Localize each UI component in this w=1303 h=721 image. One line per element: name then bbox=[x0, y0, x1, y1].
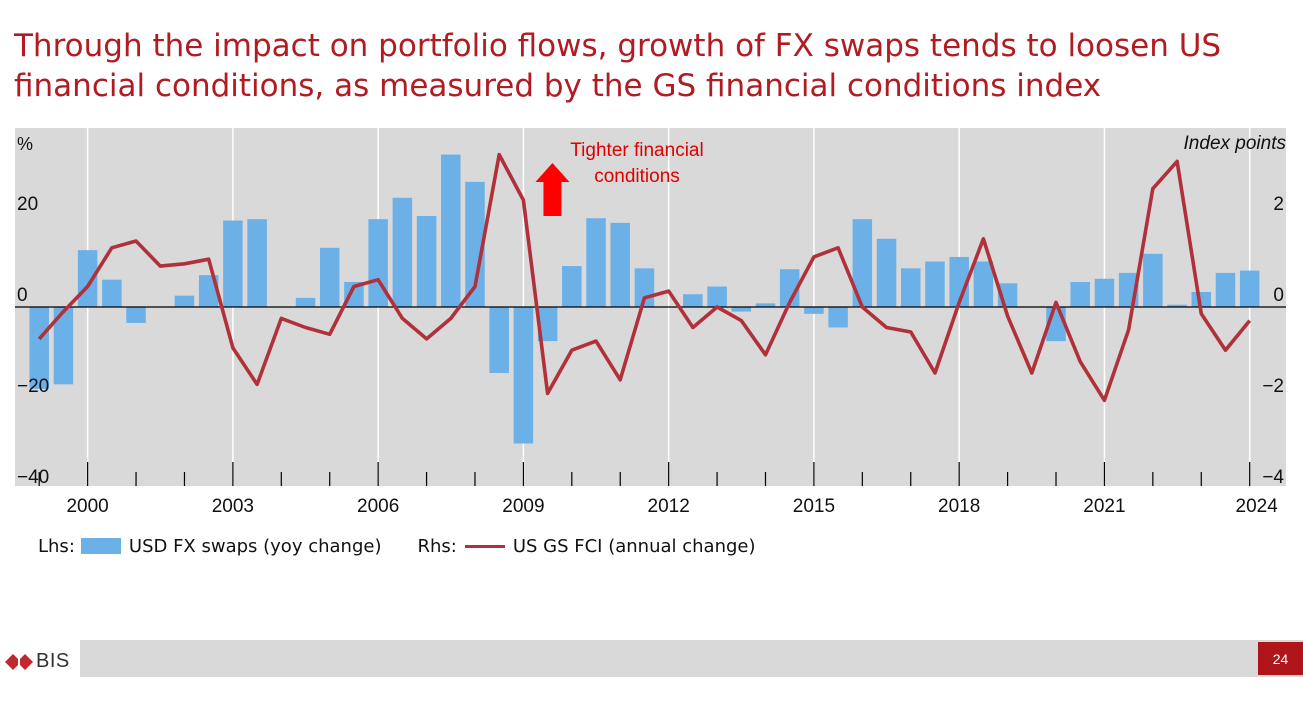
fx-swap-bar bbox=[392, 197, 413, 307]
fx-swap-bar bbox=[319, 247, 340, 307]
right-axis-labels: 2 0 −2 −4 bbox=[1262, 194, 1284, 488]
fx-swap-bar bbox=[586, 218, 606, 307]
fx-swap-bar bbox=[973, 261, 994, 307]
annotation-line-2: conditions bbox=[594, 166, 680, 187]
fx-swap-bar bbox=[1191, 291, 1212, 307]
fx-swap-bar bbox=[562, 266, 582, 307]
right-tick-label: −2 bbox=[1262, 376, 1284, 397]
fx-swap-bar bbox=[29, 307, 49, 389]
left-tick-label: 20 bbox=[17, 194, 38, 215]
legend-bar-swatch bbox=[80, 538, 121, 554]
x-tick-label: 2003 bbox=[212, 496, 254, 517]
fx-swap-bar bbox=[610, 222, 630, 307]
footer-bar bbox=[80, 640, 1303, 677]
up-arrow-icon bbox=[535, 163, 570, 216]
page-number: 24 bbox=[1258, 642, 1303, 675]
fx-swap-bar bbox=[489, 307, 509, 373]
left-tick-label: −20 bbox=[17, 376, 49, 397]
x-tick-label: 2021 bbox=[1083, 496, 1125, 517]
fx-swap-bar bbox=[465, 181, 485, 307]
chart-legend: Lhs: USD FX swaps (yoy change) Rhs: US G… bbox=[38, 534, 756, 558]
fx-swap-bar bbox=[247, 219, 267, 307]
fx-swap-bar bbox=[223, 220, 243, 307]
fx-swap-bar bbox=[1094, 278, 1115, 307]
x-tick-label: 2006 bbox=[357, 496, 399, 517]
fx-swap-bar bbox=[1143, 253, 1163, 307]
bis-logo: BIS bbox=[4, 650, 70, 673]
x-axis-labels: 2000 2003 2006 2009 2012 2015 2018 2021 2024 bbox=[66, 496, 1278, 517]
fx-swap-bar bbox=[441, 154, 461, 307]
legend-lhs-prefix: Lhs: bbox=[38, 535, 75, 557]
fx-swap-bar bbox=[804, 307, 824, 314]
title-line-2: financial conditions, as measured by the… bbox=[14, 68, 1102, 104]
fx-swap-bar bbox=[295, 297, 316, 307]
legend-line-swatch bbox=[464, 544, 505, 548]
fx-swap-bar bbox=[174, 295, 195, 307]
fci-line bbox=[37, 152, 1252, 403]
fx-swap-bar bbox=[1239, 270, 1260, 307]
fx-swap-bar bbox=[102, 279, 122, 307]
left-axis-labels: 20 0 −20 −40 bbox=[17, 194, 49, 488]
fx-swap-bar bbox=[1070, 281, 1090, 307]
fx-swap-bar bbox=[344, 281, 364, 307]
legend-rhs-prefix: Rhs: bbox=[417, 535, 457, 557]
fx-swap-bar bbox=[876, 238, 897, 307]
fx-swap-bar bbox=[537, 307, 558, 342]
bis-logo-icon bbox=[5, 653, 33, 670]
title-line-1: Through the impact on portfolio flows, g… bbox=[14, 28, 1222, 64]
x-tick-label: 2009 bbox=[502, 496, 544, 517]
right-tick-label: 2 bbox=[1273, 194, 1284, 215]
fx-swap-bar bbox=[1215, 272, 1236, 307]
fx-swap-bar bbox=[755, 303, 776, 307]
fx-swaps-bars bbox=[29, 154, 1260, 444]
x-axis-ticks bbox=[38, 462, 1251, 486]
fx-swap-bar bbox=[779, 269, 800, 307]
legend-line-label: US GS FCI (annual change) bbox=[512, 535, 756, 557]
left-tick-label: 0 bbox=[17, 285, 28, 306]
x-tick-label: 2024 bbox=[1236, 496, 1279, 517]
fx-swap-bar bbox=[513, 307, 534, 444]
fx-swaps-fci-chart: 2000 2003 2006 2009 2012 2015 2018 2021 2024 200… bbox=[15, 128, 1287, 517]
fx-swap-bar bbox=[416, 216, 437, 307]
legend-bar-label: USD FX swaps (yoy change) bbox=[128, 535, 382, 557]
fx-swap-bar bbox=[126, 307, 146, 323]
bis-logo-text: BIS bbox=[36, 650, 70, 672]
fx-swap-bar bbox=[683, 294, 703, 307]
x-tick-label: 2015 bbox=[793, 496, 835, 517]
right-axis-unit: Index points bbox=[1184, 133, 1287, 154]
fx-swap-bar bbox=[731, 307, 752, 312]
x-tick-label: 2018 bbox=[938, 496, 980, 517]
x-tick-label: 2012 bbox=[648, 496, 690, 517]
left-tick-label: −40 bbox=[17, 467, 49, 488]
fx-swap-bar bbox=[707, 286, 727, 307]
fx-swap-bar bbox=[852, 219, 873, 307]
fx-swap-bar bbox=[53, 307, 74, 385]
fx-swap-bar bbox=[1167, 304, 1187, 307]
right-tick-label: 0 bbox=[1273, 285, 1284, 306]
fx-swap-bar bbox=[901, 268, 921, 307]
x-tick-label: 2000 bbox=[66, 496, 108, 517]
annotation-line-1: Tighter financial bbox=[570, 140, 703, 161]
left-axis-unit: % bbox=[17, 134, 33, 154]
fx-swap-bar bbox=[925, 261, 945, 307]
tighter-conditions-annotation: Tighter financial conditions bbox=[535, 140, 704, 216]
slide-title: Through the impact on portfolio flows, g… bbox=[14, 26, 1284, 106]
right-tick-label: −4 bbox=[1262, 467, 1284, 488]
fx-swap-bar bbox=[828, 307, 848, 328]
